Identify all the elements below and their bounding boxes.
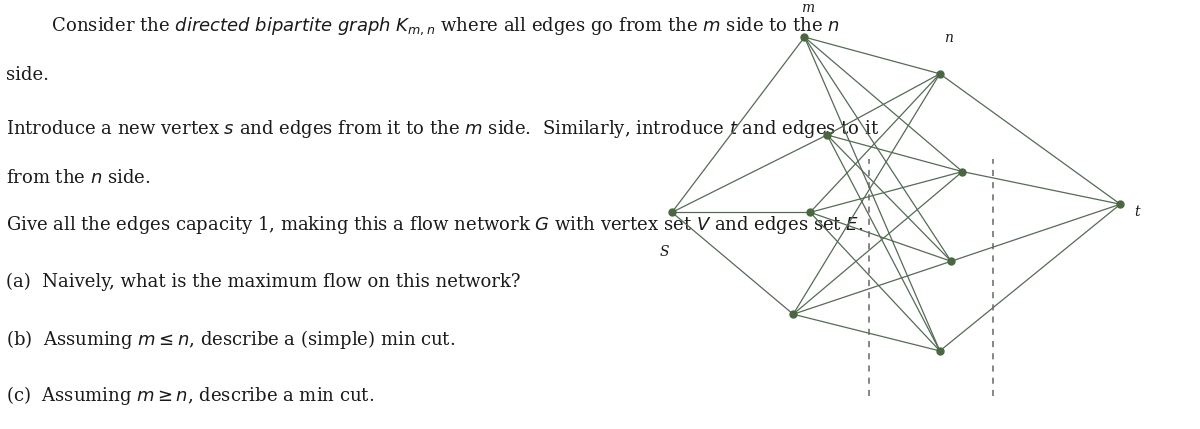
Text: t: t	[1134, 205, 1140, 219]
Text: Introduce a new vertex $s$ and edges from it to the $m$ side.  Similarly, introd: Introduce a new vertex $s$ and edges fro…	[6, 118, 880, 140]
Text: (b)  Assuming $m \leq n$, describe a (simple) min cut.: (b) Assuming $m \leq n$, describe a (sim…	[6, 328, 455, 351]
Text: Consider the $\mathit{directed\ bipartite\ graph}\ K_{m,n}$ where all edges go f: Consider the $\mathit{directed\ bipartit…	[6, 15, 840, 36]
Text: side.: side.	[6, 66, 49, 85]
Text: n: n	[944, 31, 953, 45]
Text: Give all the edges capacity 1, making this a flow network $G$ with vertex set $V: Give all the edges capacity 1, making th…	[6, 214, 863, 236]
Text: from the $n$ side.: from the $n$ side.	[6, 169, 150, 187]
Text: (a)  Naively, what is the maximum flow on this network?: (a) Naively, what is the maximum flow on…	[6, 272, 521, 291]
Text: S: S	[660, 245, 670, 259]
Text: m: m	[800, 1, 814, 15]
Text: (c)  Assuming $m \geq n$, describe a min cut.: (c) Assuming $m \geq n$, describe a min …	[6, 384, 374, 407]
